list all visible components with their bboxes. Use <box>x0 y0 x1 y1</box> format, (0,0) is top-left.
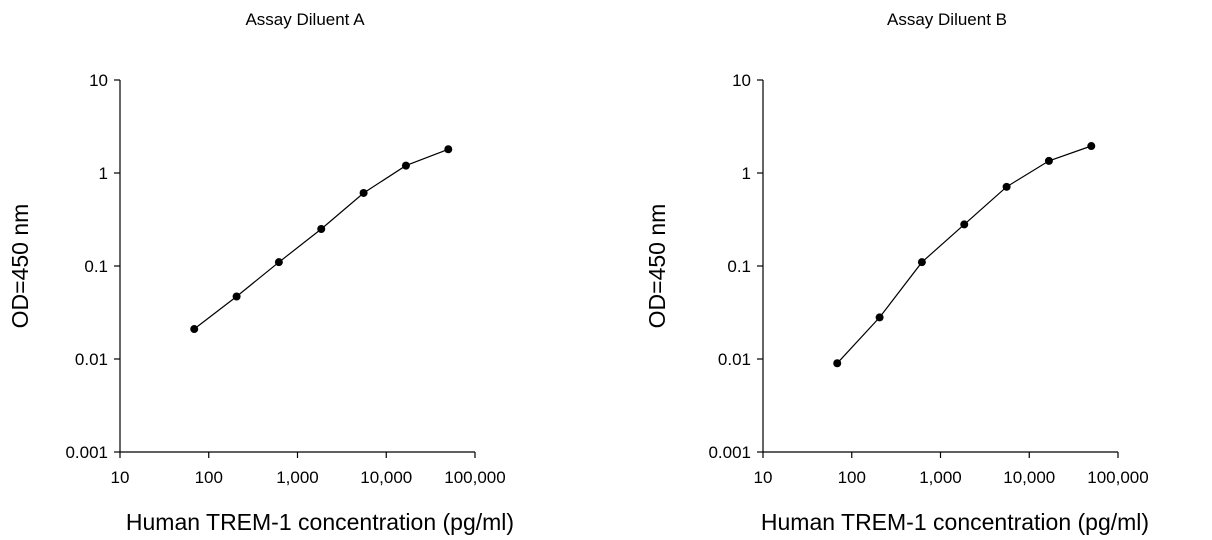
x-tick-label: 100,000 <box>1087 468 1148 487</box>
series-line <box>836 145 1092 364</box>
y-axis-label: OD=450 nm <box>7 204 33 329</box>
y-tick-label: 0.001 <box>65 443 108 462</box>
y-tick-label: 1 <box>99 164 108 183</box>
y-tick-label: 10 <box>732 71 751 90</box>
y-tick-label: 1 <box>742 164 751 183</box>
data-point <box>232 292 241 301</box>
y-tick-label: 0.1 <box>84 257 108 276</box>
data-point <box>917 258 926 267</box>
y-axis-label: OD=450 nm <box>644 204 670 329</box>
x-tick-label: 100 <box>195 468 223 487</box>
y-tick-label: 0.001 <box>708 443 751 462</box>
data-point <box>1002 182 1011 191</box>
data-point <box>1087 142 1096 151</box>
chart-title: Assay Diluent A <box>245 10 365 29</box>
data-point <box>444 145 453 154</box>
data-point <box>359 188 368 197</box>
x-tick-label: 1,000 <box>276 468 319 487</box>
data-point <box>317 224 326 233</box>
data-point <box>190 325 199 334</box>
x-tick-label: 100,000 <box>444 468 505 487</box>
data-point <box>960 220 969 229</box>
data-point <box>274 258 283 267</box>
data-point <box>1044 156 1053 165</box>
x-tick-label: 100 <box>838 468 866 487</box>
x-tick-label: 10,000 <box>360 468 412 487</box>
chart-assay-diluent-a: Assay Diluent A 0.001 0.01 0.1 1 10 10 100 1,000… <box>7 10 514 535</box>
chart-title: Assay Diluent B <box>887 10 1007 29</box>
y-tick-label: 0.01 <box>75 350 108 369</box>
data-point <box>875 313 884 322</box>
y-tick-label: 10 <box>89 71 108 90</box>
x-tick-label: 10,000 <box>1003 468 1055 487</box>
x-tick-label: 1,000 <box>919 468 962 487</box>
x-tick-label: 10 <box>111 468 130 487</box>
data-point <box>401 161 410 170</box>
y-tick-label: 0.01 <box>718 350 751 369</box>
x-tick-label: 10 <box>754 468 773 487</box>
chart-assay-diluent-b: Assay Diluent B 0.001 0.01 0.1 1 10 10 100 1,000… <box>644 10 1149 535</box>
x-axis-label: Human TREM-1 concentration (pg/ml) <box>761 509 1149 535</box>
series-line <box>193 148 449 330</box>
y-tick-label: 0.1 <box>727 257 751 276</box>
x-axis-label: Human TREM-1 concentration (pg/ml) <box>126 509 514 535</box>
data-point <box>833 359 842 368</box>
